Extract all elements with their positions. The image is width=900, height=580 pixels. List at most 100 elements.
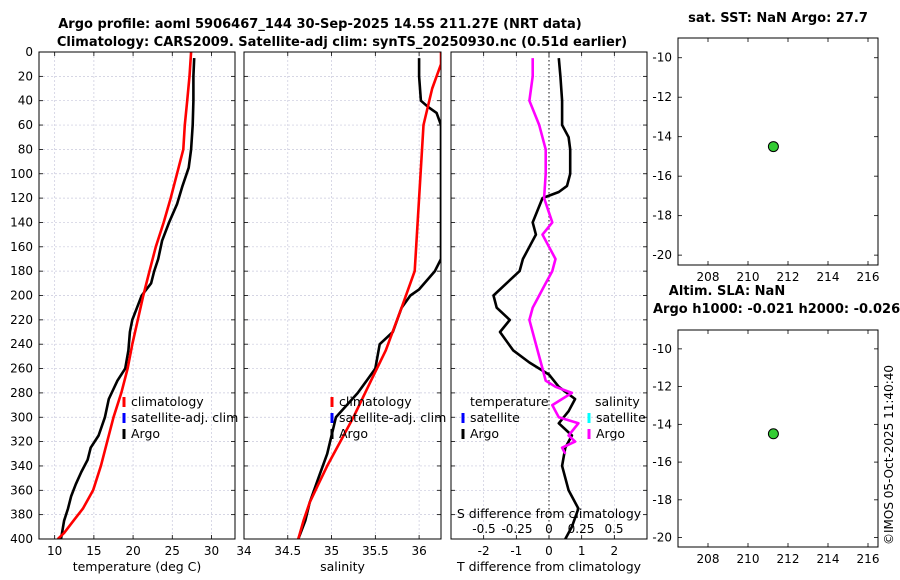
tick-label-y: 320 [10,435,33,449]
tick-label-y: -16 [652,169,672,183]
x-axis-label: temperature (deg C) [73,559,202,574]
argo-position-marker [767,141,779,153]
tick-label-x: 208 [697,552,720,566]
tick-label-x: 212 [777,552,800,566]
tick-label-x: 216 [857,270,880,284]
tick-label-y: -10 [652,342,672,356]
tick-label-x: 10 [47,544,62,558]
legend-label: climatology [339,394,412,409]
tick-label-y: 360 [10,483,33,497]
legend-label: satellite [596,410,646,425]
tick-label-x: 214 [817,270,840,284]
tick-label-y: -12 [652,380,672,394]
tick-label-y: 100 [10,167,33,181]
tick-label-y: -14 [652,130,672,144]
tick-label-y: 180 [10,264,33,278]
tick-label-x: 25 [165,544,180,558]
tick-label-x: 36 [411,544,426,558]
sla-map-title-line2: Argo h1000: -0.021 h2000: -0.026 [653,302,900,317]
tick-label-x: 210 [737,552,760,566]
tick-label-y: 400 [10,532,33,546]
legend-label: Argo [470,426,499,441]
sst-map-title: sat. SST: NaN Argo: 27.7 [688,11,868,26]
legend-label: satellite-adj. clim [339,410,446,425]
x-axis-label: T difference from climatology [456,559,642,574]
tick-label-x: 34.5 [274,544,301,558]
axes-frame [243,51,442,540]
tick-label-y: 0 [25,45,33,59]
tick-label-x: 216 [857,552,880,566]
tick-label-y: -12 [652,90,672,104]
tick-label-y: 160 [10,240,33,254]
tick-label-x: 35 [324,544,339,558]
series-line-climatology [56,52,193,539]
tick-label-y: 20 [18,69,33,83]
legend-difference: temperature salinitysatelliteArgosatellit… [457,394,646,536]
legend-label: climatology [131,394,204,409]
tick-label-y: 80 [18,142,33,156]
tick-label-x: 2 [611,544,619,558]
tick-label-x: 0 [545,544,553,558]
axes-frame [450,51,648,540]
s-axis-tick-label: 0.5 [604,522,623,536]
tick-label-x: -2 [478,544,490,558]
series-line-s-argo [528,58,580,455]
figure-title-line2: Climatology: CARS2009. Satellite-adj cli… [57,35,627,50]
tick-label-y: 260 [10,362,33,376]
argo-position-marker [767,428,779,440]
map-sla: 208 210 212 214 216 -10 -12 -14 -16 -18 -20 [652,329,880,566]
s-axis-tick-label: -0.25 [501,522,532,536]
tick-label-y: -18 [652,493,672,507]
tick-label-x: -1 [510,544,522,558]
map-sst: 208 210 212 214 216 -10 -12 -14 -16 -18 -20 [652,37,880,284]
legend-label: Argo [596,426,625,441]
s-axis-tick-label: 0.25 [568,522,595,536]
tick-label-y: 380 [10,508,33,522]
s-axis-tick-label: -0.5 [472,522,495,536]
tick-label-y: 40 [18,94,33,108]
tick-label-y: -20 [652,531,672,545]
legend-label: Argo [339,426,368,441]
tick-label-y: 340 [10,459,33,473]
tick-label-x: 208 [697,270,720,284]
legend-label: Argo [131,426,160,441]
legend-title-salinity: salinity [595,394,640,409]
tick-label-y: 120 [10,191,33,205]
timestamp-label: ©IMOS 05-Oct-2025 11:40:40 [882,365,896,545]
tick-label-y: 280 [10,386,33,400]
legend-label: satellite [470,410,520,425]
tick-label-y: 60 [18,118,33,132]
tick-label-x: 20 [125,544,140,558]
x-axis-label: salinity [320,559,365,574]
panel-diff: -2 -1 0 1 2T difference from climatology [450,51,648,574]
tick-label-y: 200 [10,289,33,303]
series-line-climatology [297,52,441,539]
tick-label-x: 30 [204,544,219,558]
series-line-argo [297,58,441,539]
tick-label-x: 35.5 [362,544,389,558]
tick-label-y: -20 [652,248,672,262]
tick-label-y: 300 [10,410,33,424]
figure-title-line1: Argo profile: aoml 5906467_144 30-Sep-20… [58,17,582,32]
legend-title-temperature: temperature [470,394,549,409]
tick-label-y: -18 [652,209,672,223]
s-axis-tick-label: 0 [545,522,553,536]
tick-label-y: 220 [10,313,33,327]
tick-label-y: 240 [10,337,33,351]
series-line-t-argo [492,57,580,539]
s-axis-label: S difference from climatology [457,506,642,521]
panel-sal: 34 34.5 35 35.5 36 salinity [236,51,442,574]
tick-label-y: 140 [10,215,33,229]
tick-label-y: -16 [652,455,672,469]
axes-frame [38,51,236,540]
tick-label-y: -10 [652,51,672,65]
legend-label: satellite-adj. clim [131,410,238,425]
tick-label-y: -14 [652,417,672,431]
axes-frame [677,329,879,548]
tick-label-x: 15 [86,544,101,558]
tick-label-x: 212 [777,270,800,284]
tick-label-x: 214 [817,552,840,566]
